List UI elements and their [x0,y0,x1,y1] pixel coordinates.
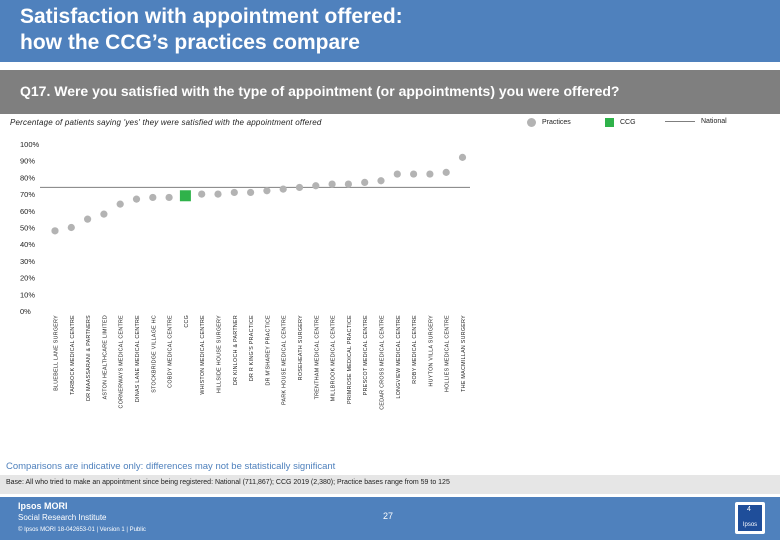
category-label: HOLLIES MEDICAL CENTRE [445,315,451,392]
category-label: PRIMROSE MEDICAL PRACTICE [347,315,353,404]
category-label: CEDAR CROSS MEDICAL CENTRE [380,315,386,410]
practice-dot [247,188,255,197]
legend-practices-label: Practices [542,119,571,126]
base-bar: Base: All who tried to make an appointme… [0,475,780,494]
practice-dot [312,182,320,190]
y-tick-label: 30% [20,257,35,266]
y-tick-label: 0% [20,307,31,316]
category-label: STOCKBRIDGE VILLAGE HC [151,315,157,393]
practice-dot [344,180,352,188]
chart-subtitle: Percentage of patients saying 'yes' they… [10,118,322,127]
base-text: Base: All who tried to make an appointme… [6,479,450,486]
practice-dot [377,177,385,185]
practice-dot [295,183,304,192]
legend-ccg: CCG [605,118,636,127]
practice-dot [132,195,141,203]
practice-dot [116,200,124,208]
y-tick-label: 60% [20,207,35,216]
practice-dot [198,190,206,198]
ipsos-logo-mark: Ipsos [738,505,762,531]
category-label: DR R KING'S PRACTICE [249,315,255,381]
practice-dot [84,215,92,223]
y-tick-label: 20% [20,274,35,283]
y-tick-label: 70% [20,190,35,199]
ipsos-logo: Ipsos 4 [735,502,765,534]
ccg-marker [179,190,191,202]
practice-dot [100,210,108,218]
legend-national-label: National [701,118,727,125]
practice-dot [361,178,369,187]
y-tick-label: 10% [20,290,35,299]
category-label: ROSEHEATH SURGERY [298,315,304,380]
category-label: ROBY MEDICAL CENTRE [412,315,418,384]
category-label: TRENTHAM MEDICAL CENTRE [314,315,320,400]
practice-dot [67,223,75,232]
practice-dot [442,168,450,176]
category-label: COBDY MEDICAL CENTRE [168,315,174,388]
page-number: 27 [383,511,394,521]
category-label: CCG [184,315,190,328]
comparison-note: Comparisons are indicative only: differe… [6,461,336,472]
practice-dot [51,227,59,235]
practice-dot [426,170,434,178]
footer-logo-subtitle: Social Research Institute [18,513,107,522]
question-bar: Q17. Were you satisfied with the type of… [0,70,780,114]
legend-ccg-label: CCG [620,119,636,126]
y-tick-label: 100% [20,140,40,149]
category-label: BLUEBELL LANE SURGERY [54,315,60,391]
y-tick-label: 50% [20,224,35,233]
footer-copyright: © Ipsos MORI 18-042653-01 | Version 1 | … [18,527,146,533]
practice-dot [393,170,401,178]
practice-dot [328,180,336,188]
category-label: DR MAASSARANI & PARTNERS [86,315,92,401]
category-label: MILLBROOK MEDICAL CENTRE [331,315,337,401]
practice-dot [165,193,173,202]
category-label: HILLSIDE HOUSE SURGERY [217,315,223,393]
legend-practices: Practices [527,118,571,127]
practice-dot [279,185,287,193]
practice-dot [263,187,271,195]
y-tick-label: 90% [20,157,35,166]
category-label: DR KINLOCH & PARTNER [233,315,239,385]
header-bar: Satisfaction with appointment offered: h… [0,0,780,62]
page-title: Satisfaction with appointment offered: h… [20,5,403,54]
category-label: PARK HOUSE MEDICAL CENTRE [282,315,288,405]
ccg-square-icon [605,118,614,127]
category-label: LONGVIEW MEDICAL CENTRE [396,315,402,399]
category-label: DINAS LANE MEDICAL CENTRE [135,315,141,402]
category-label: ASTON HEALTHCARE LIMITED [102,315,108,399]
footer-logo-name: Ipsos MORI [18,501,68,511]
ipsos-logo-number: 4 [747,506,751,513]
category-label: HUYTON VILLA SURGERY [428,315,434,387]
y-tick-label: 40% [20,240,35,249]
category-label: DR M'SHAREY PRACTICE [265,315,271,386]
question-text: Q17. Were you satisfied with the type of… [20,83,620,99]
practice-dot [214,190,222,198]
category-label: WHISTON MEDICAL CENTRE [200,315,206,395]
practice-dot [230,188,238,197]
category-label: TARBOCK MEDICAL CENTRE [70,315,76,395]
legend-national: National [665,118,727,125]
national-line-icon [665,121,695,122]
practice-dot [410,170,418,178]
practice-dot [458,153,467,161]
category-label: PRESCOT MEDICAL CENTRE [363,315,369,395]
practice-dot [149,193,157,202]
satisfaction-chart: 0% 10% 20% 30% 40% 50% 60% 70% 80% 90% 100% BLUEBEL… [20,140,470,410]
category-label: THE MACMILLAN SURGERY [461,315,467,392]
practice-dot-icon [527,118,536,127]
y-tick-label: 80% [20,173,35,182]
category-label: CORNERWAYS MEDICAL CENTRE [119,315,125,409]
ipsos-logo-text: Ipsos [742,522,758,528]
footer-bar: Ipsos MORI Social Research Institute © I… [0,497,780,540]
